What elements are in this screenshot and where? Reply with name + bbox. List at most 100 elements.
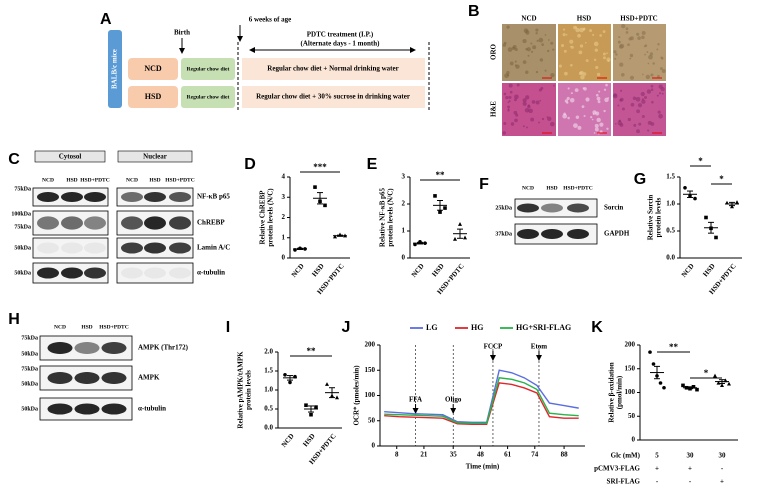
texture-dot: [562, 33, 566, 37]
y-tick-label: 0: [372, 442, 376, 450]
treatment-label: PDTC treatment (I.P.): [307, 31, 374, 39]
marker-label: 75kDa: [21, 366, 38, 372]
texture-dot: [606, 57, 611, 62]
texture-dot: [593, 132, 596, 134]
mice-box: [108, 30, 122, 108]
texture-dot: [577, 33, 581, 38]
x-tick-label: 21: [420, 451, 428, 459]
column-label: HSD: [577, 15, 591, 23]
panel-letter: K: [591, 319, 603, 336]
x-tick-label: 61: [504, 451, 512, 459]
texture-dot: [583, 114, 586, 118]
texture-dot: [585, 59, 589, 62]
texture-dot: [652, 62, 655, 65]
lane-label: HSD+PDTC: [99, 324, 128, 330]
band: [567, 229, 589, 239]
diet-box: [181, 58, 235, 80]
texture-dot: [629, 53, 634, 58]
texture-dot: [596, 96, 601, 101]
y-tick-label: 150: [365, 366, 376, 374]
texture-dot: [661, 68, 666, 73]
texture-dot: [638, 122, 642, 126]
band: [74, 342, 100, 354]
texture-dot: [527, 105, 531, 109]
texture-dot: [595, 65, 599, 70]
fraction-label: Cytosol: [59, 153, 82, 161]
texture-dot: [525, 95, 530, 100]
texture-dot: [627, 43, 630, 47]
x-tick-label: NCD: [680, 262, 696, 279]
texture-dot: [522, 101, 527, 106]
band: [37, 192, 59, 202]
treatment-box: [242, 58, 425, 80]
protein-label: Sorcin: [604, 204, 623, 212]
texture-dot: [514, 60, 517, 63]
texture-dot: [650, 88, 654, 92]
significance: *: [704, 368, 709, 378]
y-tick-label: 1.0: [666, 200, 675, 208]
fraction-tab: [117, 150, 193, 163]
band: [169, 242, 191, 254]
texture-dot: [525, 30, 530, 35]
texture-dot: [605, 83, 608, 87]
texture-dot: [535, 32, 538, 35]
panel-letter: B: [468, 3, 480, 20]
texture-dot: [558, 64, 562, 68]
texture-dot: [632, 96, 637, 101]
texture-dot: [515, 64, 520, 69]
diet-box: [181, 86, 235, 108]
event-label: FCCP: [484, 343, 503, 351]
protein-label: AMPK: [138, 374, 160, 382]
y-axis-title: Relative β-oxidation: [608, 362, 616, 422]
group-name: NCD: [144, 64, 162, 73]
marker-label: 75kDa: [14, 186, 31, 192]
texture-dot: [526, 47, 531, 52]
texture-dot: [633, 123, 637, 127]
texture-dot: [506, 70, 510, 75]
texture-dot: [661, 92, 664, 95]
texture-dot: [530, 42, 533, 45]
texture-dot: [590, 115, 593, 119]
texture-dot: [597, 100, 601, 104]
texture-dot: [536, 39, 539, 42]
data-point: [335, 395, 339, 400]
significance: *: [719, 174, 724, 184]
texture-dot: [602, 52, 606, 56]
data-point: [458, 222, 462, 226]
x-tick-label: HSD: [430, 262, 445, 278]
texture-dot: [506, 73, 510, 77]
texture-dot: [621, 107, 625, 111]
panel-b: B NCD HSD HSD+PDTC ORO H&E: [468, 3, 666, 136]
x-axis-title: Time (min): [466, 463, 500, 471]
significance: **: [669, 342, 679, 352]
legend-label: LG: [426, 323, 438, 332]
texture-dot: [591, 118, 594, 121]
texture-dot: [581, 105, 585, 109]
table-cell: 5: [655, 452, 659, 460]
significance: **: [307, 346, 317, 356]
texture-dot: [641, 35, 645, 40]
texture-dot: [596, 117, 601, 123]
panel-letter: H: [8, 311, 20, 328]
texture-dot: [577, 125, 582, 130]
texture-dot: [530, 50, 534, 53]
texture-dot: [550, 121, 555, 127]
group-name: HSD: [145, 92, 162, 101]
band: [121, 192, 143, 202]
lane-label: HSD: [81, 324, 92, 330]
y-tick-label: 200: [365, 341, 376, 349]
texture-dot: [599, 34, 603, 37]
texture-dot: [642, 73, 644, 76]
texture-dot: [525, 48, 528, 51]
texture-dot: [650, 84, 654, 88]
marker-label: 25kDa: [495, 205, 512, 211]
texture-dot: [562, 113, 568, 119]
data-point: [735, 200, 739, 204]
x-tick-label: 35: [450, 451, 458, 459]
band: [101, 342, 127, 354]
x-tick-label: NCD: [290, 262, 306, 279]
data-point: [325, 382, 329, 386]
y-tick-label: 3: [282, 193, 286, 201]
texture-dot: [510, 122, 515, 126]
y-tick-label: 1: [402, 227, 406, 235]
